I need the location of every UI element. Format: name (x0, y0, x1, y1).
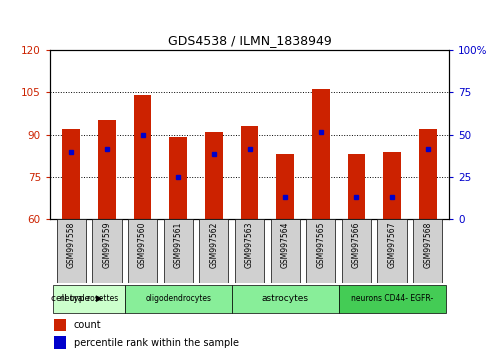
Bar (164, 219, 193, 283)
Bar (347, 154, 365, 219)
Bar (306, 219, 335, 283)
Text: GSM997560: GSM997560 (138, 221, 147, 268)
Bar (232, 285, 339, 314)
Text: GSM997562: GSM997562 (210, 221, 219, 268)
Bar (57, 219, 86, 283)
Text: GSM997566: GSM997566 (352, 221, 361, 268)
Bar (53, 285, 125, 314)
Text: oligodendrocytes: oligodendrocytes (145, 294, 211, 303)
Text: cell type  ▶: cell type ▶ (50, 294, 102, 303)
Text: GSM997564: GSM997564 (280, 221, 289, 268)
Text: GSM997563: GSM997563 (245, 221, 254, 268)
Bar (199, 219, 229, 283)
Text: GSM997558: GSM997558 (67, 221, 76, 268)
Text: GSM997565: GSM997565 (316, 221, 325, 268)
Bar (62, 129, 80, 219)
Bar (134, 95, 152, 219)
Bar (54, 319, 66, 331)
Text: neurons CD44- EGFR-: neurons CD44- EGFR- (351, 294, 433, 303)
Bar (377, 219, 407, 283)
Text: percentile rank within the sample: percentile rank within the sample (74, 338, 239, 348)
Bar (312, 89, 330, 219)
Bar (169, 137, 187, 219)
Text: GSM997561: GSM997561 (174, 221, 183, 268)
Bar (92, 219, 122, 283)
Bar (339, 285, 446, 314)
Text: GSM997567: GSM997567 (388, 221, 397, 268)
Text: GSM997559: GSM997559 (102, 221, 111, 268)
Bar (54, 336, 66, 349)
Bar (383, 152, 401, 219)
Bar (419, 129, 437, 219)
Bar (413, 219, 442, 283)
Bar (235, 219, 264, 283)
Text: count: count (74, 320, 101, 330)
Text: astrocytes: astrocytes (261, 294, 309, 303)
Bar (98, 120, 116, 219)
Bar (205, 132, 223, 219)
Text: GSM997568: GSM997568 (423, 221, 432, 268)
Bar (125, 285, 232, 314)
Bar (128, 219, 157, 283)
Title: GDS4538 / ILMN_1838949: GDS4538 / ILMN_1838949 (168, 34, 331, 47)
Bar (270, 219, 300, 283)
Bar (241, 126, 258, 219)
Bar (276, 154, 294, 219)
Bar (342, 219, 371, 283)
Text: neural rosettes: neural rosettes (60, 294, 118, 303)
